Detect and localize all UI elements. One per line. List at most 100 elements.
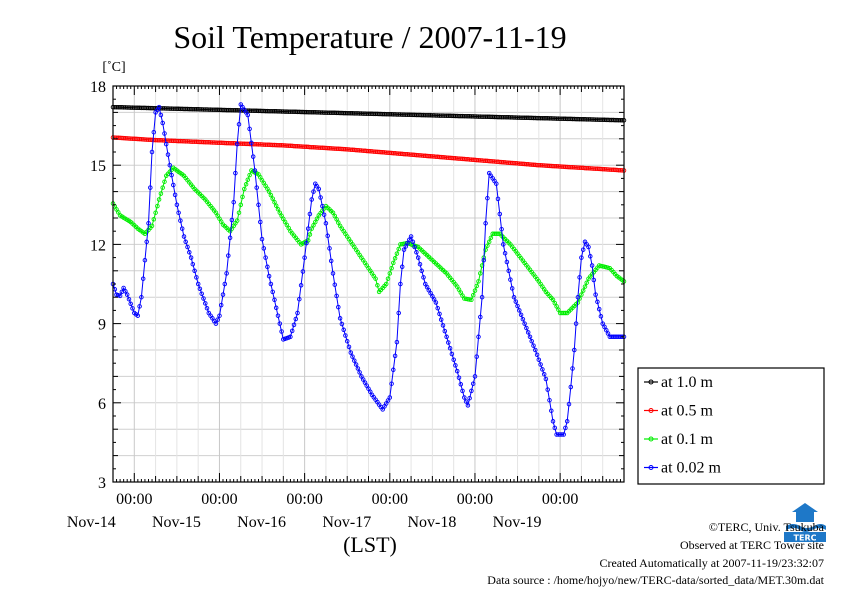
series-point <box>462 395 467 400</box>
x-tick-date-label: Nov-14 <box>67 514 116 531</box>
y-tick-label: 18 <box>90 79 106 96</box>
legend-swatch-marker <box>648 379 654 385</box>
series-point <box>272 297 277 303</box>
x-tick-date-label: Nov-17 <box>322 514 371 531</box>
series-point <box>233 170 238 176</box>
series-point <box>588 254 593 259</box>
series-point <box>442 328 448 334</box>
series-point <box>506 268 511 274</box>
series-point <box>414 250 419 255</box>
series-point <box>408 234 414 239</box>
series-point <box>485 195 490 201</box>
series-point <box>128 301 133 307</box>
series-point <box>218 302 224 308</box>
series-point <box>481 257 487 263</box>
series-point <box>270 196 275 201</box>
series-point <box>527 334 533 340</box>
series-point <box>596 306 602 312</box>
series-point <box>357 370 362 375</box>
series-point <box>580 288 586 293</box>
series-point <box>421 275 426 280</box>
series-point <box>570 366 575 371</box>
series-point <box>190 261 196 267</box>
series-point <box>435 305 440 311</box>
series-point <box>250 154 256 159</box>
series-point <box>494 181 499 186</box>
series-point <box>529 338 534 344</box>
x-tick-date-label: Nov-18 <box>408 514 457 531</box>
series-point <box>231 199 236 205</box>
series-point <box>158 191 164 196</box>
series-point <box>520 316 526 322</box>
series-point <box>591 277 597 283</box>
series-point <box>561 432 566 437</box>
series-layer <box>110 102 627 437</box>
series-point <box>313 219 318 225</box>
series-point <box>321 212 327 217</box>
series-point <box>171 182 176 188</box>
series-point <box>183 239 188 245</box>
series-point <box>181 234 187 239</box>
series-point <box>247 172 252 178</box>
series-point <box>419 268 424 274</box>
x-tick-time-label: 00:00 <box>542 491 578 508</box>
series-point <box>472 288 478 293</box>
series-point <box>392 256 398 261</box>
series-point <box>336 220 341 225</box>
series-point <box>328 258 334 264</box>
series-point <box>194 275 199 280</box>
series-point <box>476 279 481 284</box>
series-point <box>227 235 233 241</box>
series-point <box>444 334 449 340</box>
series-point <box>497 211 503 217</box>
series-point <box>307 211 313 217</box>
logo-lettering: TERC <box>794 534 817 543</box>
series-point <box>178 218 183 223</box>
series-point <box>268 281 274 287</box>
series-point <box>387 395 393 400</box>
series-point <box>524 325 529 331</box>
series-point <box>604 327 609 333</box>
series-point <box>399 264 405 270</box>
series-point <box>580 247 586 252</box>
series-point <box>298 283 304 288</box>
series-point <box>229 217 235 223</box>
series-point <box>387 271 393 276</box>
series-point <box>392 353 398 359</box>
series-point <box>483 247 488 252</box>
series-point <box>337 316 343 321</box>
series-point <box>146 221 151 226</box>
series-point <box>563 310 568 316</box>
series-point <box>236 210 242 215</box>
series-point <box>579 292 584 297</box>
series-point <box>270 289 275 295</box>
series-point <box>332 213 338 219</box>
series-point <box>238 202 244 208</box>
legend-entry-label: at 0.1 m <box>661 431 714 448</box>
series-point <box>325 233 330 239</box>
series-point <box>573 321 579 326</box>
series-point <box>552 425 558 431</box>
series-point <box>460 388 465 394</box>
series-point <box>327 246 332 251</box>
series-point <box>172 192 178 198</box>
series-point <box>273 305 279 311</box>
series-point <box>236 122 242 127</box>
series-point <box>501 242 506 247</box>
y-tick-label: 15 <box>90 158 106 175</box>
series-point <box>249 140 254 146</box>
series-point <box>195 281 201 287</box>
series-point <box>334 293 339 299</box>
legend-box <box>637 367 825 485</box>
series-point <box>149 223 155 229</box>
series-point <box>275 313 281 318</box>
grid-lines <box>112 85 625 483</box>
series-point <box>410 239 416 245</box>
series-point <box>568 384 574 390</box>
x-tick-date-label: Nov-16 <box>237 514 286 531</box>
series-point <box>336 304 341 310</box>
legend-entry-label: at 1.0 m <box>661 374 714 391</box>
series-point <box>153 210 158 215</box>
series-point <box>385 276 391 281</box>
series-point <box>396 310 401 316</box>
